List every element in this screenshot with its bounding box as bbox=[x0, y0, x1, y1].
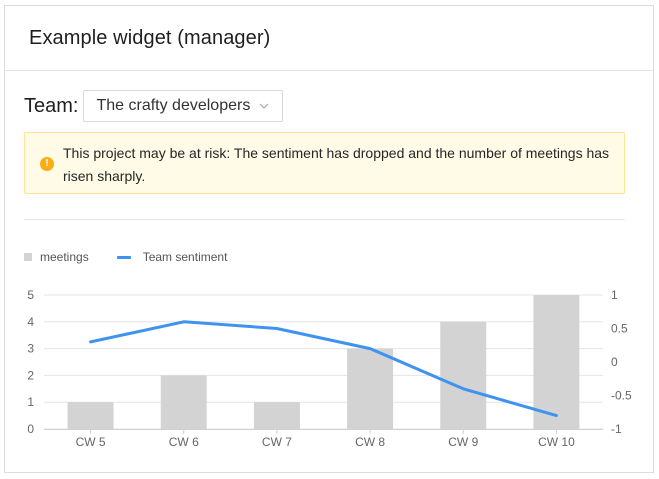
risk-alert: ! This project may be at risk: The senti… bbox=[24, 132, 625, 194]
y-left-tick-label: 5 bbox=[27, 288, 34, 302]
y-left-tick-label: 0 bbox=[27, 422, 34, 436]
x-tick-label: CW 7 bbox=[262, 435, 292, 449]
legend-swatch-meetings bbox=[24, 253, 32, 261]
team-select-value: The crafty developers bbox=[96, 97, 251, 114]
exclamation-icon: ! bbox=[40, 157, 54, 171]
legend-label-sentiment: Team sentiment bbox=[142, 250, 228, 264]
bar-meetings bbox=[533, 295, 580, 429]
bar-meetings bbox=[440, 321, 487, 429]
x-tick-label: CW 9 bbox=[448, 435, 478, 449]
divider bbox=[24, 219, 625, 220]
x-tick-label: CW 5 bbox=[76, 435, 106, 449]
team-label: Team: bbox=[24, 94, 79, 117]
y-left-tick-label: 3 bbox=[27, 342, 34, 356]
x-tick-label: CW 6 bbox=[169, 435, 199, 449]
line-team-sentiment bbox=[89, 320, 558, 418]
x-tick-label: CW 8 bbox=[355, 435, 385, 449]
team-select[interactable]: The crafty developers bbox=[83, 90, 284, 122]
y-left-tick-label: 1 bbox=[27, 395, 34, 409]
bar-meetings bbox=[160, 375, 207, 429]
widget-title: Example widget (manager) bbox=[29, 26, 271, 49]
risk-alert-text: This project may be at risk: The sentime… bbox=[63, 145, 610, 184]
y-right-tick-label: 0 bbox=[611, 355, 618, 369]
y-left-tick-label: 2 bbox=[27, 368, 34, 382]
legend-item-meetings[interactable]: meetings bbox=[24, 250, 89, 264]
legend-label-meetings: meetings bbox=[40, 250, 89, 264]
bar-meetings bbox=[347, 348, 394, 429]
bar-meetings bbox=[253, 402, 300, 429]
legend-swatch-sentiment bbox=[116, 255, 131, 259]
widget-header: Example widget (manager) bbox=[5, 6, 653, 71]
team-selector-row: Team: The crafty developers bbox=[24, 90, 284, 122]
y-right-tick-label: 1 bbox=[611, 288, 618, 302]
y-left-tick-label: 4 bbox=[27, 315, 34, 329]
y-right-tick-label: -0.5 bbox=[611, 389, 632, 403]
chart-legend: meetings Team sentiment bbox=[24, 250, 255, 264]
bar-meetings bbox=[67, 402, 114, 429]
chevron-down-icon bbox=[258, 100, 270, 112]
widget-card: Example widget (manager) bbox=[4, 5, 654, 473]
y-right-tick-label: -1 bbox=[611, 422, 622, 436]
x-tick-label: CW 10 bbox=[538, 435, 575, 449]
y-right-tick-label: 0.5 bbox=[611, 322, 628, 336]
legend-item-sentiment[interactable]: Team sentiment bbox=[116, 250, 228, 264]
